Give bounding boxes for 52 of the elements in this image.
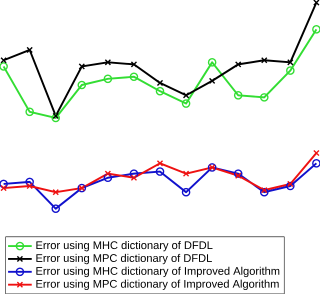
- point: [78, 80, 86, 90]
- point: [208, 78, 216, 84]
- point: [0, 180, 8, 188]
- point: [312, 158, 320, 168]
- point: [312, 24, 320, 34]
- point: [52, 112, 59, 120]
- point: [182, 99, 190, 108]
- point: [25, 178, 34, 186]
- point: [313, 0, 320, 6]
- point: [26, 46, 33, 54]
- point: [104, 59, 112, 66]
- point: [286, 66, 295, 75]
- point: [234, 169, 242, 178]
- point: [130, 174, 138, 181]
- point: [234, 90, 242, 100]
- point: [26, 182, 33, 190]
- point: [78, 63, 86, 70]
- point: [182, 92, 190, 98]
- legend-label: Error using MPC dictionary of Improved Algorithm: [36, 280, 279, 290]
- point: [287, 180, 294, 188]
- point: [234, 172, 242, 179]
- point: [313, 150, 320, 156]
- point: [156, 80, 164, 86]
- point: [261, 186, 268, 194]
- point: [0, 62, 8, 71]
- point: [208, 58, 216, 67]
- point: [130, 169, 138, 178]
- point: [286, 182, 295, 190]
- point: [0, 184, 7, 192]
- point: [104, 173, 112, 182]
- point: [130, 61, 138, 68]
- point: [260, 188, 269, 196]
- point: [234, 61, 242, 68]
- legend-label: Error using MHC dictionary of DFDL: [36, 240, 212, 252]
- point: [0, 56, 7, 64]
- point: [104, 74, 112, 84]
- point: [260, 92, 269, 102]
- point: [261, 56, 268, 64]
- point: [52, 188, 59, 196]
- legend-label: Error using MPC dictionary of DFDL: [36, 254, 212, 264]
- point: [156, 160, 164, 166]
- point: [156, 167, 164, 176]
- point: [25, 107, 34, 116]
- point: [287, 59, 294, 66]
- point: [182, 188, 190, 196]
- point: [130, 72, 138, 81]
- point: [51, 114, 60, 122]
- point: [104, 170, 112, 177]
- point: [51, 204, 60, 213]
- point: [182, 170, 190, 177]
- legend-label: Error using MHC dictionary of Improved Algorithm: [36, 266, 280, 278]
- point: [156, 86, 164, 96]
